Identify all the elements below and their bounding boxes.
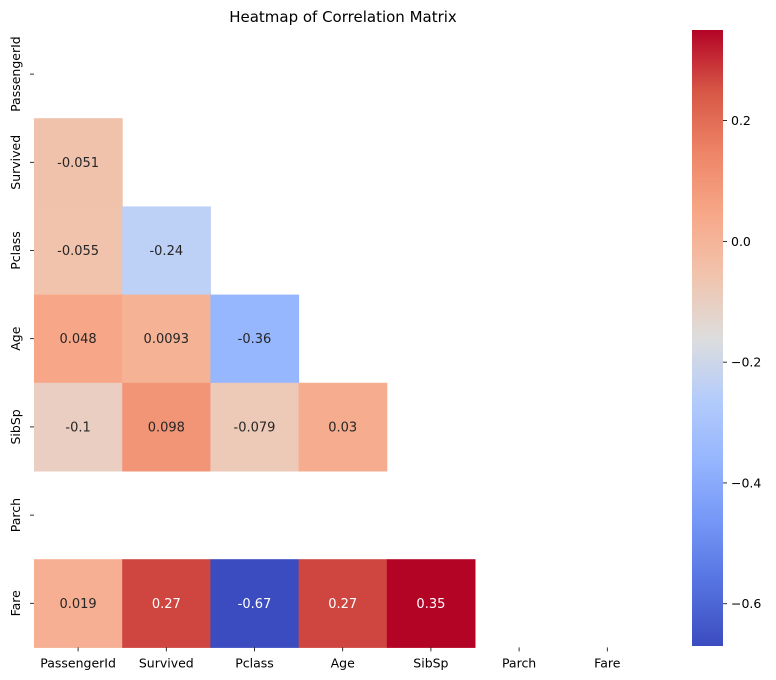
cell-value-label: -0.67 bbox=[238, 597, 272, 612]
cell-value-label: 0.048 bbox=[59, 332, 96, 347]
x-axis: PassengerId Survived Pclass Age SibSp Parch Fa… bbox=[40, 647, 621, 670]
y-tick-label: Survived bbox=[8, 135, 23, 190]
x-tick-label: Survived bbox=[139, 655, 194, 670]
cell-value-label: 0.27 bbox=[328, 597, 357, 612]
chart-title: Heatmap of Correlation Matrix bbox=[229, 8, 457, 26]
x-tick-label: Parch bbox=[502, 655, 536, 670]
cell-value-label: -0.079 bbox=[234, 420, 276, 435]
x-tick-label: Fare bbox=[594, 655, 621, 670]
heatmap-cell bbox=[34, 294, 123, 384]
heatmap-cell bbox=[122, 294, 211, 384]
heatmap-cell bbox=[210, 559, 300, 648]
colorbar-tick-label: 0.0 bbox=[731, 234, 751, 249]
colorbar-tick-label: −0.4 bbox=[731, 475, 761, 490]
cell-value-label: -0.36 bbox=[238, 332, 272, 347]
heatmap-cell bbox=[34, 559, 123, 648]
heatmap-cell bbox=[386, 559, 476, 648]
heatmap-cell bbox=[122, 382, 211, 472]
heatmap-cell bbox=[210, 382, 300, 472]
heatmap-cell bbox=[34, 382, 123, 472]
cell-value-label: 0.27 bbox=[152, 597, 181, 612]
colorbar-tick-label: −0.6 bbox=[731, 596, 761, 611]
colorbar-gradient bbox=[692, 30, 723, 646]
x-tick-label: SibSp bbox=[413, 655, 448, 670]
cell-value-label: 0.098 bbox=[148, 420, 185, 435]
x-tick-label: PassengerId bbox=[40, 655, 116, 670]
x-tick-label: Pclass bbox=[235, 655, 274, 670]
y-tick-label: Age bbox=[8, 326, 23, 350]
cell-value-label: -0.055 bbox=[57, 244, 99, 259]
heatmap-cell bbox=[298, 382, 388, 472]
heatmap-cells: -0.051 -0.055 -0.24 0.048 0.0093 -0.36 -0.1 0.0… bbox=[34, 118, 476, 648]
colorbar-tick-label: −0.2 bbox=[731, 355, 761, 370]
heatmap-cell bbox=[34, 118, 123, 207]
cell-value-label: 0.03 bbox=[328, 420, 357, 435]
colorbar-tick-label: 0.2 bbox=[731, 113, 751, 128]
cell-value-label: 0.0093 bbox=[144, 332, 190, 347]
heatmap-cell bbox=[122, 206, 211, 296]
y-axis: PassengerId Survived Pclass Age SibSp Parch Fa… bbox=[8, 36, 34, 616]
heatmap-cell bbox=[34, 206, 123, 296]
cell-value-label: 0.35 bbox=[416, 597, 445, 612]
cell-value-label: 0.019 bbox=[59, 597, 96, 612]
heatmap-cell bbox=[298, 559, 388, 648]
y-tick-label: PassengerId bbox=[8, 36, 23, 112]
colorbar: 0.2 0.0 −0.2 −0.4 −0.6 bbox=[692, 30, 761, 646]
heatmap-cell bbox=[210, 294, 300, 384]
cell-value-label: -0.051 bbox=[57, 156, 99, 171]
y-tick-label: Fare bbox=[8, 590, 23, 617]
heatmap-cell bbox=[122, 559, 211, 648]
x-tick-label: Age bbox=[331, 655, 355, 670]
cell-value-label: -0.24 bbox=[149, 244, 183, 259]
y-tick-label: Parch bbox=[8, 498, 23, 532]
y-tick-label: Pclass bbox=[8, 231, 23, 270]
y-tick-label: SibSp bbox=[8, 409, 23, 444]
cell-value-label: -0.1 bbox=[65, 420, 90, 435]
